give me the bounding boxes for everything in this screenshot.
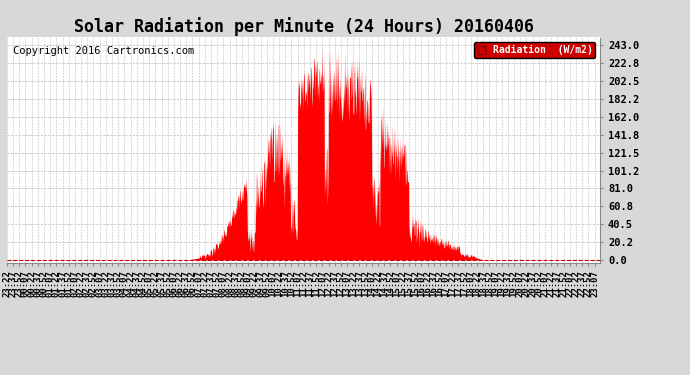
- Title: Solar Radiation per Minute (24 Hours) 20160406: Solar Radiation per Minute (24 Hours) 20…: [74, 17, 533, 36]
- Legend: Radiation  (W/m2): Radiation (W/m2): [474, 42, 595, 58]
- Text: Copyright 2016 Cartronics.com: Copyright 2016 Cartronics.com: [13, 46, 194, 57]
